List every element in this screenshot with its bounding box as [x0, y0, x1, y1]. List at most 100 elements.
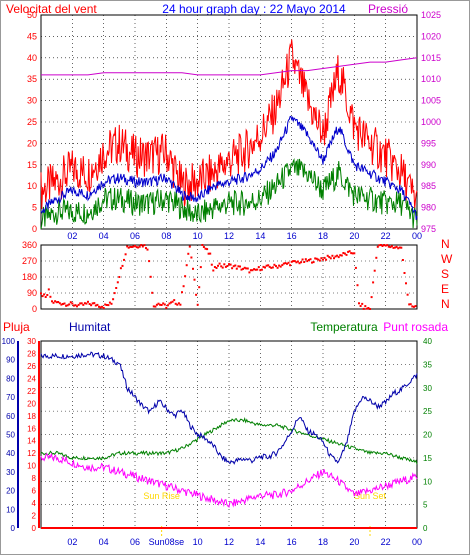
direction-point	[102, 307, 105, 309]
top-right-tick-label: 995	[421, 138, 436, 148]
rain-tick-label: 0	[32, 524, 37, 533]
bottom-x-tick-label: 10	[193, 537, 203, 547]
humidity-tick-label: 10	[6, 505, 15, 514]
direction-point	[57, 301, 60, 303]
humidity-line	[40, 351, 418, 465]
top-left-tick-label: 40	[27, 53, 37, 63]
direction-point	[209, 252, 212, 255]
humidity-tick-label: 50	[6, 431, 15, 440]
direction-point	[239, 265, 241, 268]
direction-point	[265, 264, 268, 267]
temperature-tick-label: 5	[423, 501, 428, 510]
direction-point	[356, 284, 359, 287]
direction-point	[412, 305, 415, 308]
direction-point	[320, 257, 323, 260]
direction-point	[171, 300, 174, 303]
direction-point	[329, 257, 332, 260]
direction-point	[66, 304, 69, 307]
direction-point	[340, 254, 343, 257]
temperature-tick-label: 40	[423, 337, 432, 346]
direction-point	[187, 252, 190, 255]
direction-point	[51, 300, 53, 303]
bottom-x-tick-label: 06	[130, 537, 140, 547]
direction-point	[375, 256, 378, 259]
direction-point	[296, 260, 299, 263]
direction-point	[373, 269, 376, 272]
rain-axis-label: Pluja	[3, 320, 30, 334]
direction-point	[381, 245, 384, 247]
direction-point	[99, 306, 102, 309]
rain-tick-label: 6	[32, 487, 37, 496]
top-right-tick-label: 975	[421, 224, 436, 234]
direction-point	[228, 263, 230, 266]
direction-point	[394, 246, 397, 249]
direction-point	[249, 269, 252, 272]
direction-point	[220, 265, 223, 268]
direction-point	[130, 246, 133, 248]
direction-point	[135, 246, 138, 249]
top-left-tick-label: 50	[27, 10, 37, 20]
direction-point	[157, 302, 160, 305]
direction-point	[390, 245, 393, 248]
direction-point	[87, 300, 89, 303]
bottom-x-tick-label: 12	[224, 537, 234, 547]
direction-point	[124, 253, 127, 256]
direction-point	[104, 303, 107, 306]
top-right-tick-label: 1000	[421, 117, 441, 127]
direction-point	[115, 287, 118, 289]
direction-point	[293, 260, 296, 263]
top-x-tick-label: 22	[381, 231, 391, 241]
direction-point	[201, 244, 204, 246]
direction-point	[140, 244, 143, 246]
temperature-tick-label: 25	[423, 407, 432, 416]
direction-point	[52, 301, 55, 304]
direction-point	[160, 304, 163, 306]
pressure-axis-label: Pressió	[368, 2, 408, 16]
direction-point	[256, 268, 259, 271]
direction-point	[118, 276, 121, 278]
dewpoint-axis-label: Punt rosada	[383, 320, 448, 334]
direction-point	[63, 302, 66, 305]
top-x-tick-label: 18	[318, 231, 328, 241]
direction-point	[364, 305, 367, 308]
direction-point	[80, 302, 83, 305]
top-x-tick-label: 12	[224, 231, 234, 241]
top-right-tick-label: 990	[421, 160, 436, 170]
top-left-tick-label: 5	[32, 203, 37, 213]
direction-point	[151, 291, 154, 294]
temperature-tick-label: 20	[423, 431, 432, 440]
direction-point	[389, 246, 392, 249]
bottom-x-tick-label: 00	[412, 537, 422, 547]
temperature-tick-label: 35	[423, 360, 432, 369]
direction-point	[411, 305, 414, 308]
top-left-tick-label: 25	[27, 117, 37, 127]
sun-event-label: Sun Set	[354, 491, 387, 501]
direction-point	[367, 307, 370, 309]
direction-point	[328, 256, 331, 259]
top-right-tick-label: 1010	[421, 74, 441, 84]
direction-point	[173, 299, 176, 302]
direction-point	[170, 301, 172, 304]
direction-point	[231, 267, 234, 270]
direction-point	[119, 267, 122, 270]
temperature-tick-label: 30	[423, 384, 432, 393]
direction-point	[243, 266, 246, 269]
direction-point	[284, 262, 287, 265]
direction-point	[188, 245, 191, 248]
temperature-tick-label: 0	[423, 524, 428, 533]
direction-point	[43, 293, 46, 296]
direction-point	[387, 245, 390, 248]
direction-point	[116, 281, 119, 284]
direction-point	[108, 301, 111, 304]
humidity-tick-label: 90	[6, 356, 15, 365]
direction-point	[392, 246, 395, 249]
mid-tick-label: 0	[32, 304, 37, 314]
direction-point	[226, 265, 229, 267]
rain-tick-label: 20	[27, 399, 36, 408]
direction-point	[253, 268, 256, 271]
direction-point	[162, 302, 165, 305]
direction-point	[74, 304, 77, 307]
direction-point	[287, 261, 290, 264]
direction-point	[185, 264, 188, 267]
direction-label: E	[441, 282, 449, 296]
